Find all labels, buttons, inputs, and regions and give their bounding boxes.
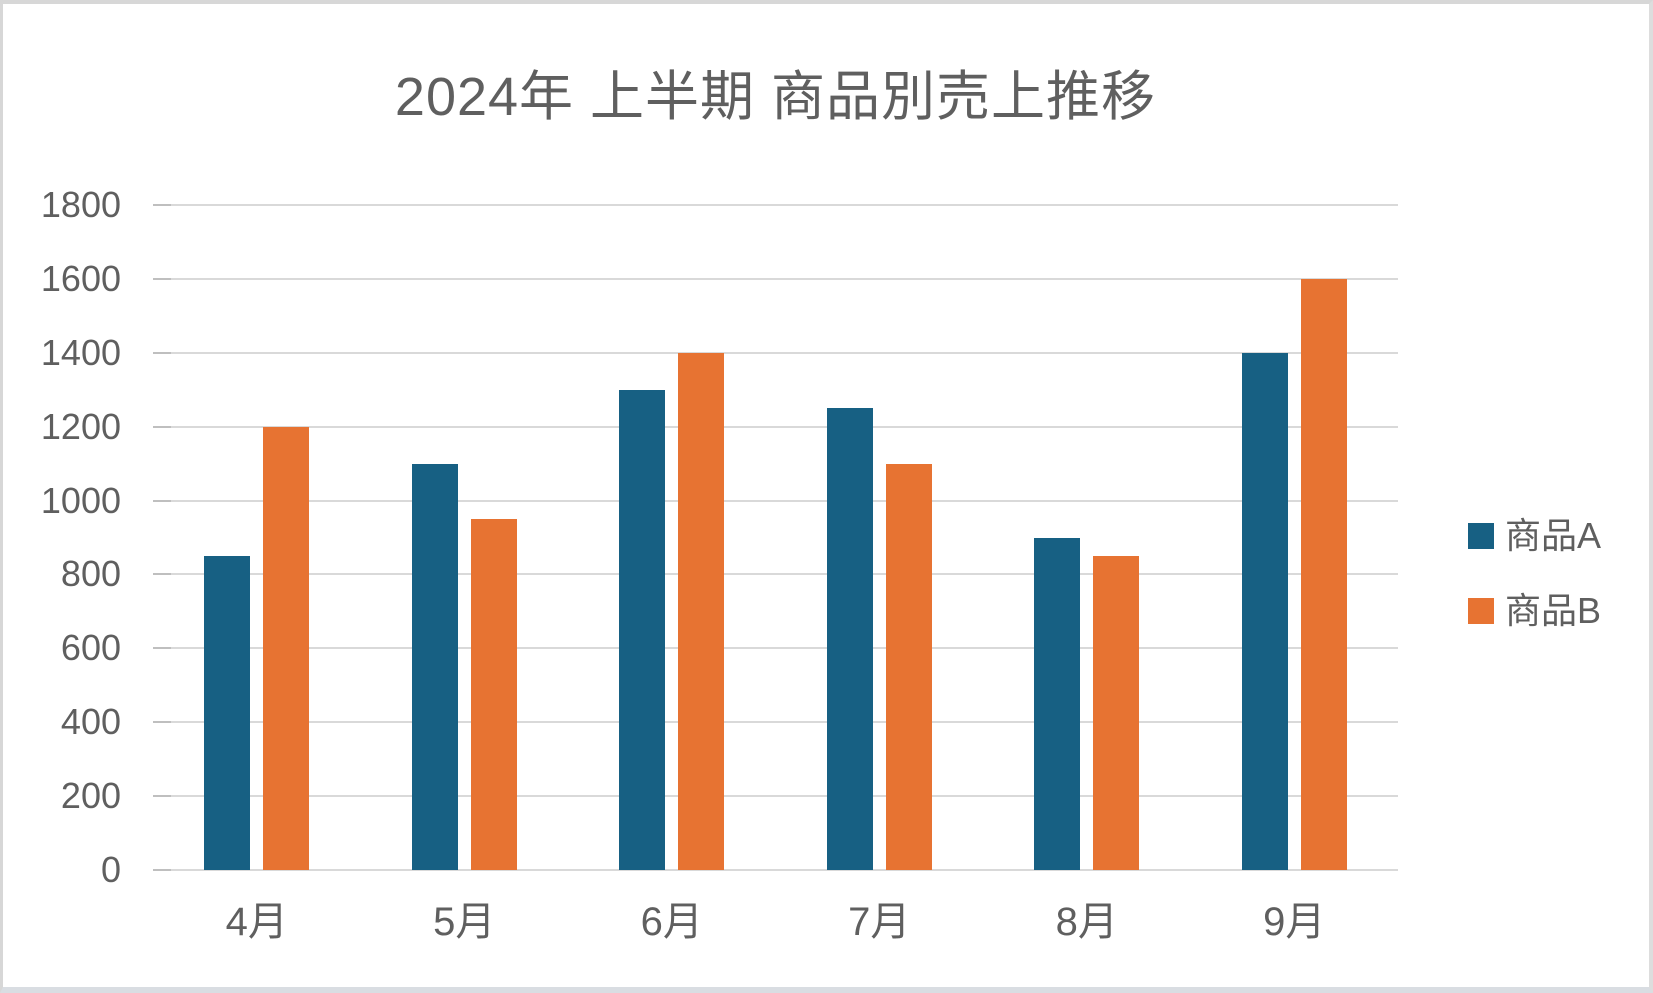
bar-商品A-4月 (204, 555, 251, 870)
series-b-swatch (1468, 598, 1494, 624)
y-tick-label-200: 200 (60, 775, 121, 817)
y-tickmark-400 (153, 721, 171, 724)
y-tickmark-800 (153, 573, 171, 576)
bar-商品A-8月 (1034, 537, 1081, 870)
y-tickmark-200 (153, 795, 171, 798)
gridline-1400 (153, 351, 1398, 354)
series-b-label: 商品B (1505, 590, 1602, 631)
gridline-800 (153, 573, 1398, 576)
y-tickmark-1400 (153, 351, 171, 354)
bar-商品B-8月 (1093, 555, 1140, 870)
plot-area: 0 200 400 600 800 1000 1200 1400 1600 1800 4月 5月 6月 7… (3, 4, 1649, 987)
x-tick-label-8月: 8月 (1055, 900, 1118, 944)
gridline-0 (153, 869, 1398, 871)
gridline-600 (153, 647, 1398, 650)
y-tick-label-1400: 1400 (40, 331, 121, 373)
x-tick-label-6月: 6月 (640, 900, 703, 944)
series-a-swatch (1468, 523, 1494, 549)
y-tick-label-400: 400 (60, 701, 121, 743)
x-tick-label-9月: 9月 (1263, 900, 1326, 944)
bar-商品A-7月 (826, 408, 873, 870)
x-tick-label-7月: 7月 (848, 900, 911, 944)
gridline-1800 (153, 204, 1398, 206)
bar-商品B-5月 (470, 519, 517, 870)
y-tick-label-1800: 1800 (40, 184, 121, 225)
bar-商品B-9月 (1300, 278, 1347, 870)
bar-商品A-6月 (619, 389, 666, 870)
bar-商品A-5月 (411, 463, 458, 870)
y-tickmark-1800 (153, 204, 171, 206)
legend-item-series-b: 商品B (1468, 593, 1601, 629)
series-a-label: 商品A (1505, 515, 1602, 556)
y-tickmark-1000 (153, 499, 171, 502)
gridline-200 (153, 795, 1398, 798)
gridline-1600 (153, 277, 1398, 280)
x-tick-label-5月: 5月 (433, 900, 496, 944)
legend-item-series-a: 商品A (1468, 518, 1601, 554)
bar-商品B-6月 (678, 352, 725, 870)
y-tickmark-1600 (153, 277, 171, 280)
y-tick-label-1200: 1200 (40, 405, 121, 447)
gridline-400 (153, 721, 1398, 724)
y-tickmark-600 (153, 647, 171, 650)
bar-商品B-7月 (885, 463, 932, 870)
x-tick-label-4月: 4月 (225, 900, 288, 944)
y-tick-label-600: 600 (60, 627, 121, 669)
y-tick-label-0: 0 (100, 849, 121, 890)
y-tickmark-1200 (153, 425, 171, 428)
chart-title: 2024年 上半期 商品別売上推移 (394, 67, 1157, 127)
y-tick-label-1600: 1600 (40, 257, 121, 299)
legend: 商品A 商品B (1468, 518, 1601, 629)
y-tick-label-1000: 1000 (40, 479, 121, 521)
y-tick-label-800: 800 (60, 553, 121, 595)
bar-商品B-4月 (263, 426, 310, 870)
bar-商品A-9月 (1241, 352, 1288, 870)
y-tickmark-0 (153, 869, 171, 871)
gridline-1200 (153, 425, 1398, 428)
gridline-1000 (153, 499, 1398, 502)
